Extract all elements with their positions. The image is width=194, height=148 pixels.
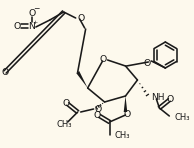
Polygon shape	[124, 96, 127, 112]
Polygon shape	[76, 71, 88, 88]
Text: O: O	[95, 104, 102, 114]
Text: O: O	[144, 58, 151, 67]
Text: CH₃: CH₃	[57, 119, 73, 128]
Text: −: −	[33, 4, 39, 13]
Text: O: O	[100, 54, 107, 63]
Text: O: O	[78, 13, 85, 22]
Text: O: O	[62, 99, 69, 107]
Text: O: O	[94, 111, 101, 119]
Text: O: O	[1, 67, 9, 77]
Text: O: O	[13, 21, 21, 30]
Text: CH₃: CH₃	[114, 132, 130, 140]
Text: O: O	[124, 110, 131, 119]
Text: N: N	[29, 21, 35, 30]
Text: O: O	[28, 8, 36, 17]
Text: O: O	[167, 95, 174, 103]
Text: +: +	[33, 20, 38, 25]
Text: CH₃: CH₃	[174, 112, 190, 122]
Text: NH: NH	[151, 92, 165, 102]
